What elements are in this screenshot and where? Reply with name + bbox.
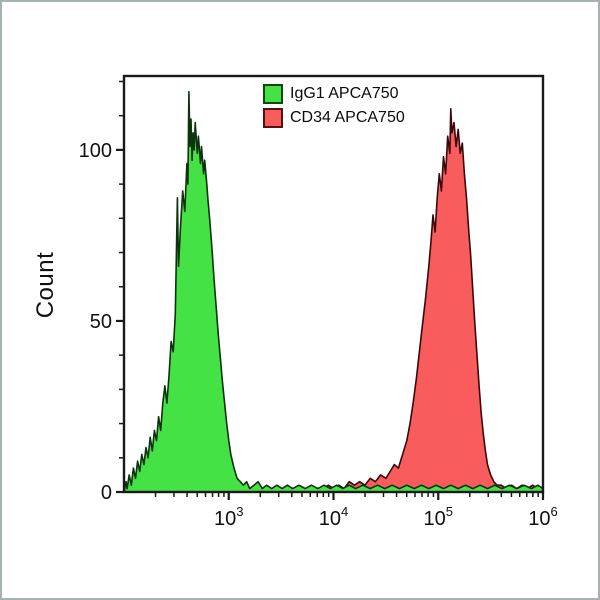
- y-axis-title: Count: [32, 251, 59, 319]
- legend-item-igg1: IgG1 APCA750: [263, 83, 405, 104]
- y-tick-label-100: 100: [79, 140, 112, 162]
- x-tick-label-1e3: 103: [214, 504, 243, 530]
- histogram-series-layer: [124, 90, 543, 492]
- cd34-histogram: [124, 108, 543, 492]
- igg1-histogram: [124, 90, 543, 492]
- x-tick-label-1e5: 105: [424, 504, 453, 530]
- legend: IgG1 APCA750 CD34 APCA750: [261, 81, 409, 130]
- igg1-swatch-icon: [263, 83, 283, 104]
- x-tick-label-1e6: 106: [528, 504, 557, 530]
- legend-item-cd34: CD34 APCA750: [263, 107, 405, 128]
- axis-ticks: [116, 80, 545, 500]
- legend-label-igg1: IgG1 APCA750: [290, 84, 399, 102]
- legend-label-cd34: CD34 APCA750: [290, 108, 405, 126]
- x-tick-label-1e4: 104: [319, 504, 348, 530]
- y-tick-label-50: 50: [90, 311, 112, 333]
- y-tick-label-0: 0: [101, 482, 112, 504]
- cd34-swatch-icon: [263, 107, 283, 128]
